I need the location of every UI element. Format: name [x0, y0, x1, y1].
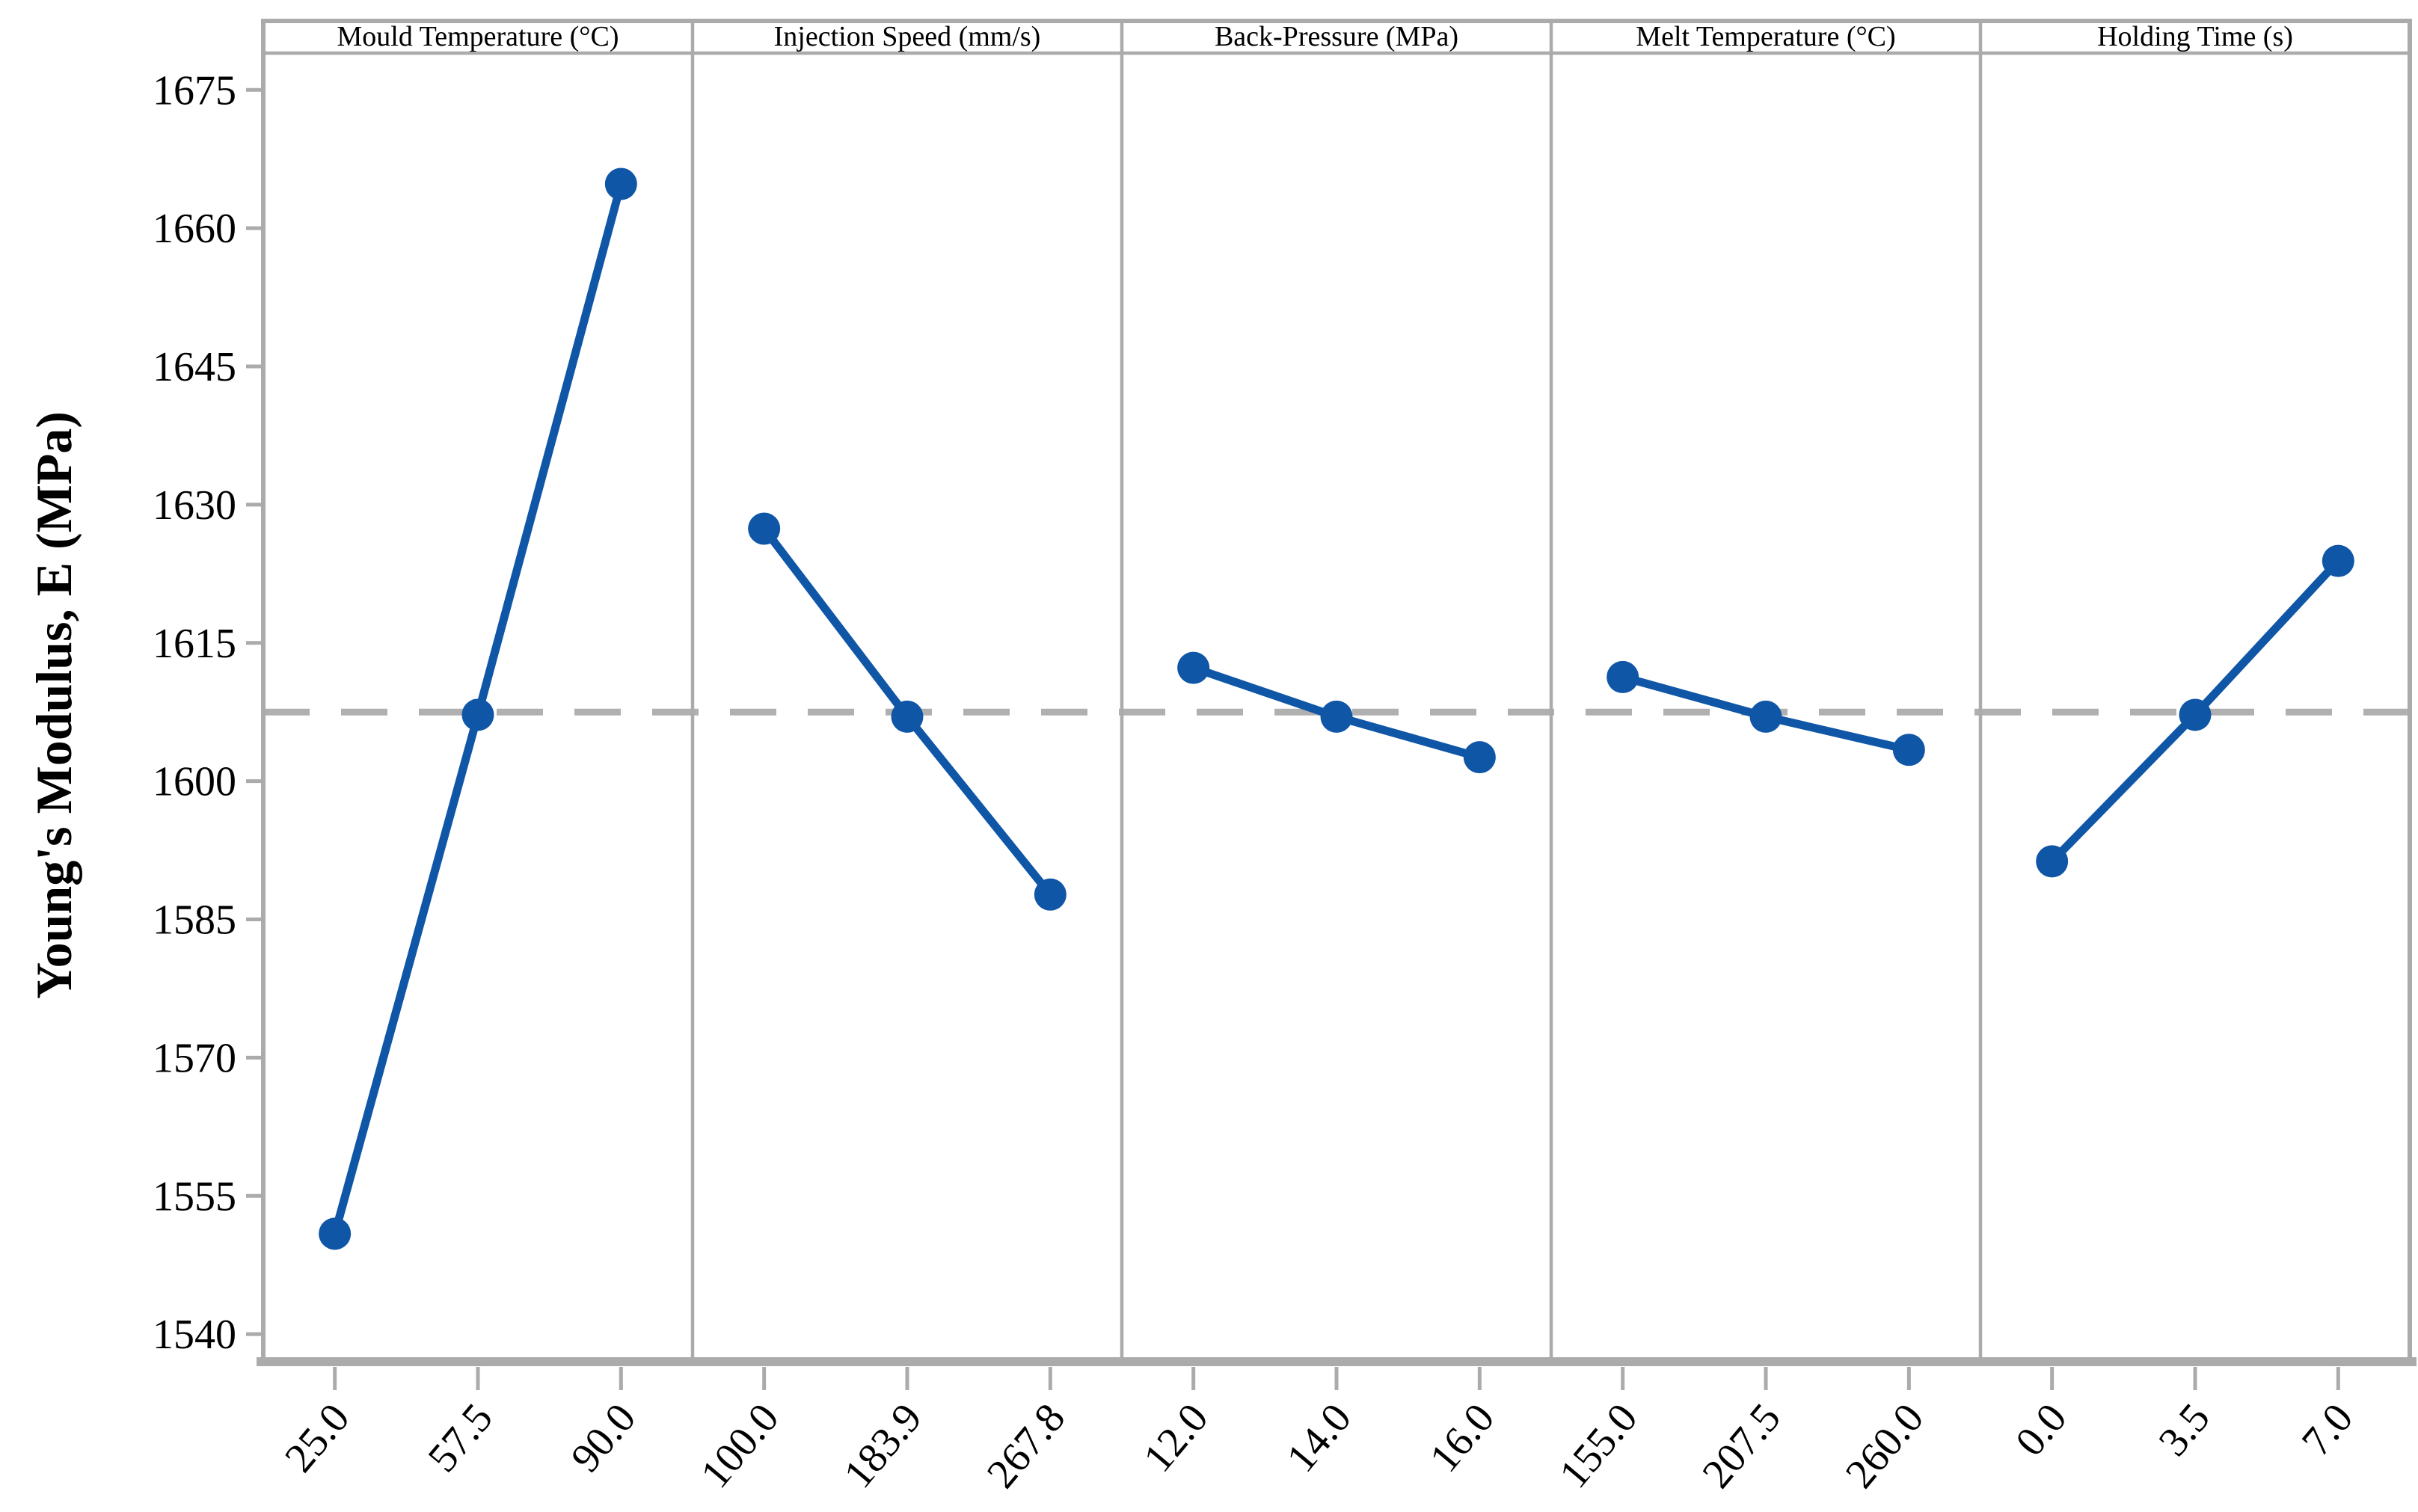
x-tick-label: 7.0 [2293, 1395, 2362, 1465]
data-point [1892, 734, 1925, 766]
data-point [319, 1217, 352, 1250]
x-tick-label: 155.0 [1550, 1395, 1646, 1497]
x-tick-label: 25.0 [276, 1395, 358, 1481]
y-tick-label: 1585 [153, 897, 236, 944]
x-tick-label: 16.0 [1421, 1395, 1503, 1481]
data-point [2036, 845, 2069, 878]
panel-header-melt-temperature: Melt Temperature (°C) [1636, 21, 1896, 52]
data-point [461, 698, 494, 731]
y-tick-label: 1570 [153, 1035, 236, 1081]
x-tick-label: 100.0 [692, 1395, 788, 1497]
data-point [1320, 700, 1353, 733]
panel-header-injection-speed: Injection Speed (mm/s) [773, 21, 1041, 52]
data-point [2179, 698, 2212, 731]
x-tick-label: 90.0 [562, 1395, 645, 1481]
data-point [1177, 651, 1210, 684]
y-tick-label: 1540 [153, 1312, 236, 1358]
data-point [1034, 878, 1067, 911]
y-tick-label: 1615 [153, 621, 236, 667]
x-tick-label: 3.5 [2149, 1395, 2218, 1465]
panel-header-mould-temperature: Mould Temperature (°C) [337, 21, 619, 52]
panel-header-holding-time: Holding Time (s) [2097, 21, 2293, 52]
x-tick-label: 267.8 [978, 1395, 1074, 1497]
data-point [748, 512, 781, 545]
panel-header-back-pressure: Back-Pressure (MPa) [1214, 21, 1459, 52]
x-tick-label: 207.5 [1693, 1395, 1789, 1497]
data-point [2322, 544, 2354, 577]
y-tick-label: 1660 [153, 206, 236, 252]
data-point [1749, 700, 1782, 733]
data-point [604, 168, 637, 200]
y-tick-label: 1675 [153, 67, 236, 114]
data-point [1607, 660, 1639, 693]
y-tick-label: 1555 [153, 1173, 236, 1220]
x-tick-label: 14.0 [1277, 1395, 1360, 1481]
x-tick-label: 0.0 [2007, 1395, 2075, 1465]
y-tick-label: 1600 [153, 759, 236, 805]
y-tick-label: 1645 [153, 344, 236, 390]
x-tick-label: 57.5 [419, 1395, 501, 1481]
data-point [891, 700, 924, 733]
y-tick-label: 1630 [153, 482, 236, 529]
data-point [1463, 741, 1496, 774]
x-tick-label: 260.0 [1837, 1395, 1933, 1497]
x-tick-label: 12.0 [1135, 1395, 1217, 1481]
x-tick-label: 183.9 [835, 1395, 930, 1497]
